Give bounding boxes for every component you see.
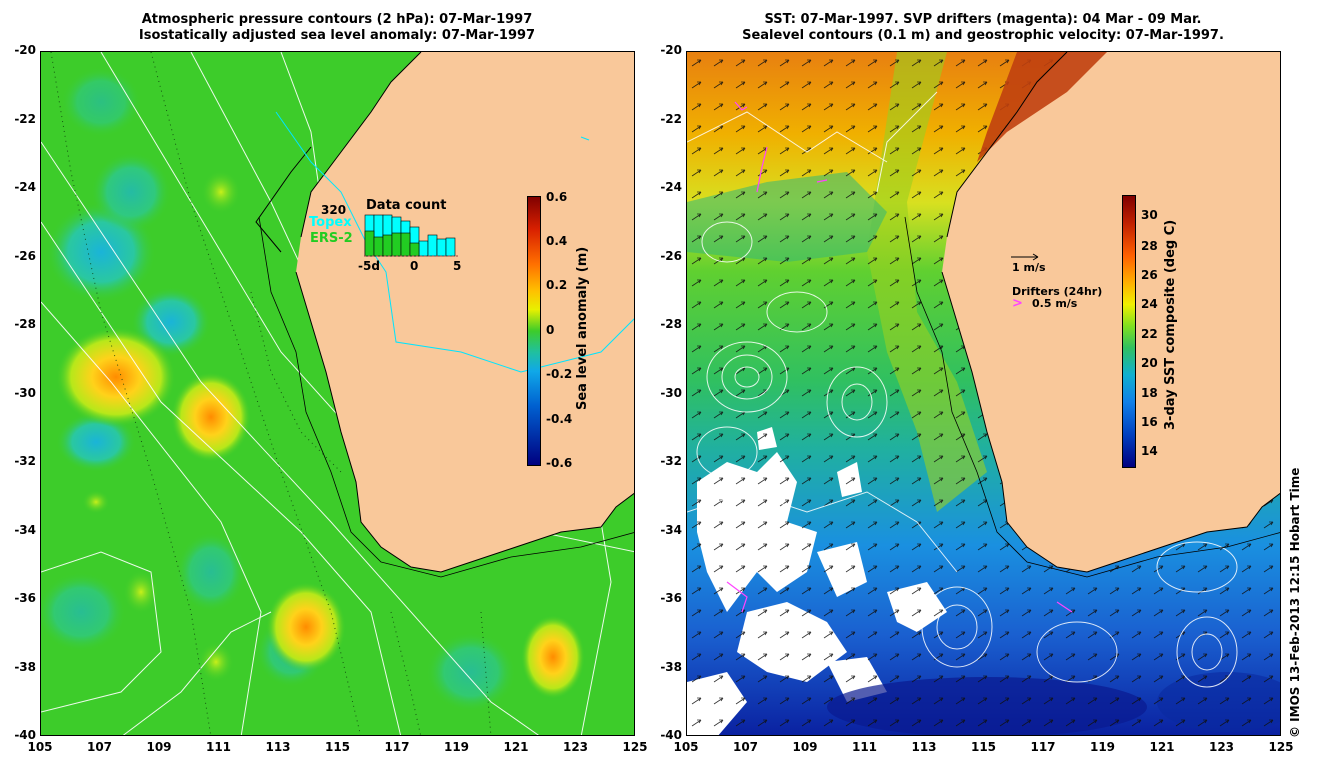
- left-cb-tick-4: -0.2: [546, 367, 573, 381]
- y-tick-label: -30: [660, 385, 682, 400]
- x-tick-label: 123: [1208, 740, 1235, 754]
- sst-map: [687, 52, 1280, 735]
- y-tick-label: -32: [660, 454, 682, 468]
- x-tick-label: 119: [1089, 740, 1116, 754]
- right-cb-tick-22: 22: [1141, 327, 1158, 341]
- y-tick-label: -24: [14, 180, 36, 194]
- right-cb-tick-18: 18: [1141, 386, 1158, 400]
- y-tick-label: -32: [14, 454, 36, 468]
- velocity-legend-arrow: [1011, 253, 1039, 261]
- left-colorbar-label: Sea level anomaly (m): [575, 246, 590, 410]
- x-tick-label: 117: [1030, 740, 1056, 754]
- inset-xtick-neg5: -5d: [358, 259, 380, 273]
- drifter-legend-symbol: >: [1012, 296, 1023, 311]
- x-tick-label: 121: [1149, 740, 1175, 754]
- right-title-line2: Sealevel contours (0.1 m) and geostrophi…: [742, 28, 1224, 43]
- left-cb-tick-2: 0.2: [546, 278, 568, 292]
- y-tick-label: -28: [660, 317, 682, 331]
- data-count-inset: 320 Data count Topex ERS-2 -5d 0 5: [300, 195, 470, 285]
- left-map-panel: [40, 51, 635, 736]
- right-cb-tick-24: 24: [1141, 297, 1158, 311]
- sea-level-anomaly-map: [41, 52, 634, 735]
- left-cb-tick-6: -0.6: [546, 456, 573, 470]
- data-count-histogram: [364, 214, 458, 257]
- inset-xtick-0: 0: [410, 259, 419, 273]
- right-colorbar: [1122, 195, 1136, 468]
- inset-series-topex: Topex: [309, 215, 352, 230]
- x-tick-label: 107: [86, 740, 113, 754]
- right-cb-tick-28: 28: [1141, 239, 1158, 253]
- credit-text: © IMOS 13-Feb-2013 12:15 Hobart Time: [1288, 467, 1302, 738]
- x-tick-label: 105: [673, 740, 699, 754]
- y-tick-label: -38: [660, 659, 682, 674]
- inset-max-count: 320: [321, 203, 347, 217]
- x-tick-label: 109: [792, 740, 818, 754]
- right-map-panel: [686, 51, 1281, 736]
- y-tick-label: -34: [14, 522, 36, 537]
- right-cb-tick-26: 26: [1141, 268, 1158, 282]
- y-tick-label: -34: [660, 522, 682, 537]
- right-cb-tick-14: 14: [1141, 444, 1158, 458]
- y-tick-label: -26: [660, 248, 682, 263]
- x-tick-label: 125: [1268, 740, 1294, 754]
- x-tick-label: 105: [27, 740, 53, 754]
- right-cb-tick-20: 20: [1141, 356, 1158, 370]
- right-title-line1: SST: 07-Mar-1997. SVP drifters (magenta)…: [764, 12, 1202, 27]
- australia-land-left: [296, 52, 634, 572]
- y-tick-label: -36: [14, 591, 36, 605]
- x-tick-label: 113: [265, 740, 291, 754]
- x-tick-label: 121: [503, 740, 529, 754]
- x-tick-label: 119: [443, 740, 470, 754]
- x-tick-label: 115: [324, 740, 351, 754]
- inset-title: Data count: [366, 198, 447, 213]
- velocity-legend-label: 1 m/s: [1012, 261, 1046, 274]
- y-tick-label: -22: [660, 111, 682, 126]
- y-tick-label: -20: [14, 43, 36, 57]
- y-tick-label: -28: [14, 317, 36, 331]
- y-tick-label: -24: [660, 180, 682, 194]
- inset-series-ers2: ERS-2: [310, 231, 353, 246]
- x-tick-label: 117: [384, 740, 410, 754]
- y-tick-label: -36: [660, 591, 682, 605]
- x-tick-label: 123: [562, 740, 589, 754]
- x-tick-label: 125: [622, 740, 648, 754]
- australia-land-right: [942, 52, 1280, 572]
- y-tick-label: -40: [14, 728, 36, 742]
- right-cb-tick-30: 30: [1141, 208, 1158, 222]
- left-cb-tick-1: 0.4: [546, 234, 568, 248]
- left-cb-tick-3: 0: [546, 323, 555, 337]
- y-tick-label: -22: [14, 111, 36, 126]
- y-tick-label: -40: [660, 728, 682, 742]
- right-colorbar-label: 3-day SST composite (deg C): [1163, 219, 1178, 430]
- left-title-line2: Isostatically adjusted sea level anomaly…: [138, 28, 536, 43]
- x-tick-label: 113: [911, 740, 937, 754]
- left-colorbar: [527, 196, 541, 466]
- y-tick-label: -26: [14, 248, 36, 263]
- right-cb-tick-16: 16: [1141, 415, 1158, 429]
- inset-xtick-5: 5: [453, 259, 462, 273]
- x-tick-label: 109: [146, 740, 172, 754]
- x-tick-label: 107: [732, 740, 759, 754]
- drifter-legend-title: Drifters (24hr): [1012, 285, 1103, 298]
- x-tick-label: 111: [205, 740, 232, 754]
- y-tick-label: -20: [660, 43, 682, 57]
- x-tick-label: 115: [970, 740, 997, 754]
- y-tick-label: -30: [14, 385, 36, 400]
- left-cb-tick-5: -0.4: [546, 412, 573, 426]
- left-title-line1: Atmospheric pressure contours (2 hPa): 0…: [141, 12, 533, 27]
- x-tick-label: 111: [851, 740, 878, 754]
- y-tick-label: -38: [14, 659, 36, 674]
- left-cb-tick-0: 0.6: [546, 190, 568, 204]
- drifter-legend-value: 0.5 m/s: [1032, 297, 1078, 310]
